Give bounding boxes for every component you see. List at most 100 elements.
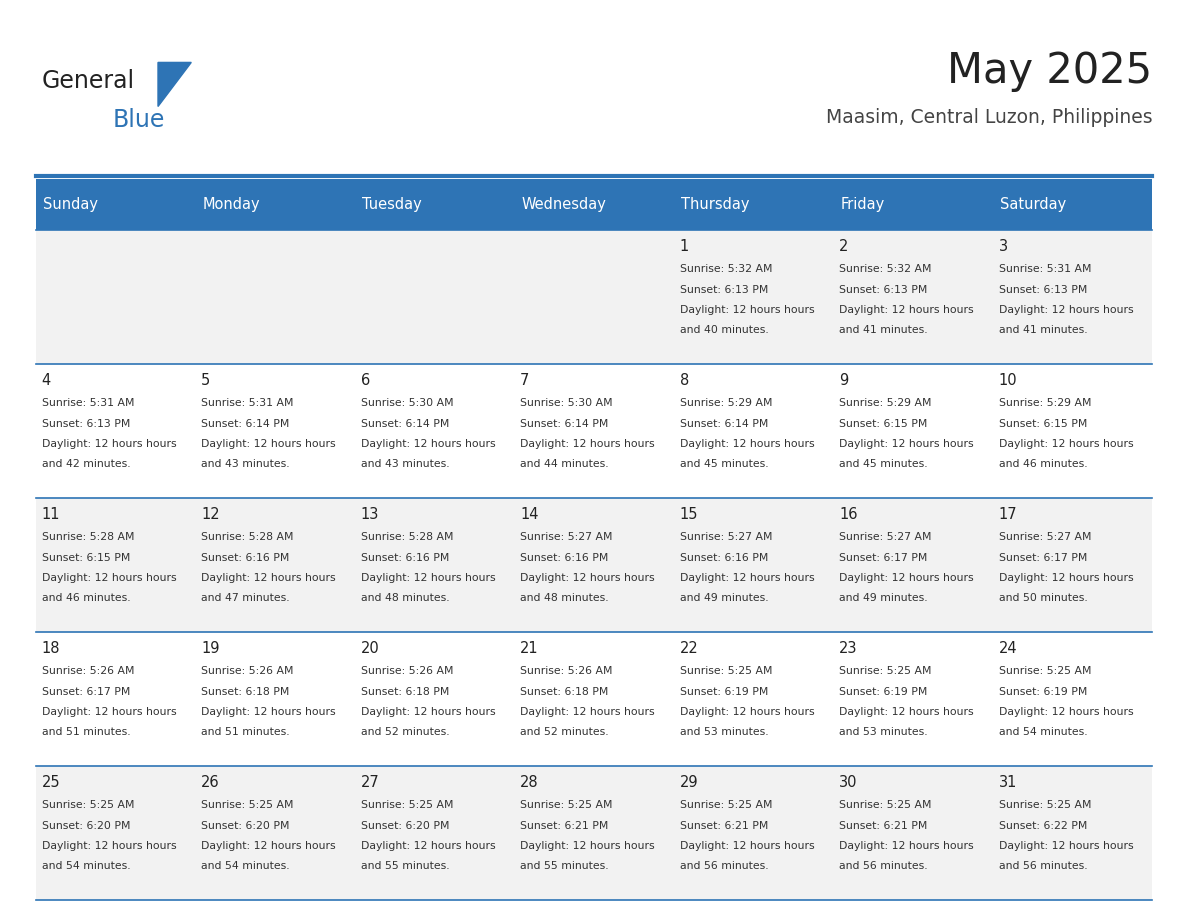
Text: and 40 minutes.: and 40 minutes. bbox=[680, 325, 769, 335]
Text: Sunrise: 5:32 AM: Sunrise: 5:32 AM bbox=[680, 264, 772, 274]
Text: Maasim, Central Luzon, Philippines: Maasim, Central Luzon, Philippines bbox=[826, 108, 1152, 128]
Text: Blue: Blue bbox=[113, 108, 165, 132]
Text: Sunrise: 5:29 AM: Sunrise: 5:29 AM bbox=[999, 398, 1092, 409]
Text: Sunset: 6:14 PM: Sunset: 6:14 PM bbox=[361, 419, 449, 429]
Text: 27: 27 bbox=[361, 775, 379, 789]
Text: Sunset: 6:16 PM: Sunset: 6:16 PM bbox=[520, 553, 608, 563]
Text: Sunset: 6:14 PM: Sunset: 6:14 PM bbox=[520, 419, 608, 429]
Text: Sunset: 6:21 PM: Sunset: 6:21 PM bbox=[680, 821, 769, 831]
Text: and 56 minutes.: and 56 minutes. bbox=[999, 861, 1087, 871]
Text: and 54 minutes.: and 54 minutes. bbox=[42, 861, 131, 871]
Text: Daylight: 12 hours hours: Daylight: 12 hours hours bbox=[201, 707, 336, 717]
Text: Sunset: 6:20 PM: Sunset: 6:20 PM bbox=[201, 821, 290, 831]
Text: and 56 minutes.: and 56 minutes. bbox=[839, 861, 928, 871]
Text: and 50 minutes.: and 50 minutes. bbox=[999, 593, 1087, 603]
Text: 13: 13 bbox=[361, 507, 379, 521]
Text: Sunset: 6:15 PM: Sunset: 6:15 PM bbox=[42, 553, 129, 563]
Text: Daylight: 12 hours hours: Daylight: 12 hours hours bbox=[839, 707, 974, 717]
Text: Sunset: 6:13 PM: Sunset: 6:13 PM bbox=[999, 285, 1087, 295]
Text: Friday: Friday bbox=[840, 196, 885, 212]
Bar bbox=[36, 632, 1152, 766]
Text: and 51 minutes.: and 51 minutes. bbox=[201, 727, 290, 737]
Text: Sunset: 6:13 PM: Sunset: 6:13 PM bbox=[42, 419, 129, 429]
Text: Sunrise: 5:26 AM: Sunrise: 5:26 AM bbox=[520, 666, 613, 677]
Text: Daylight: 12 hours hours: Daylight: 12 hours hours bbox=[999, 305, 1133, 315]
Text: Sunrise: 5:30 AM: Sunrise: 5:30 AM bbox=[361, 398, 454, 409]
Text: Sunset: 6:13 PM: Sunset: 6:13 PM bbox=[680, 285, 769, 295]
Text: Sunrise: 5:29 AM: Sunrise: 5:29 AM bbox=[839, 398, 931, 409]
Text: Sunset: 6:20 PM: Sunset: 6:20 PM bbox=[42, 821, 129, 831]
Text: Sunrise: 5:25 AM: Sunrise: 5:25 AM bbox=[680, 666, 772, 677]
Text: Saturday: Saturday bbox=[1000, 196, 1066, 212]
Text: Sunset: 6:18 PM: Sunset: 6:18 PM bbox=[201, 687, 290, 697]
Text: Sunrise: 5:25 AM: Sunrise: 5:25 AM bbox=[839, 666, 931, 677]
Text: and 55 minutes.: and 55 minutes. bbox=[520, 861, 608, 871]
Text: Sunset: 6:19 PM: Sunset: 6:19 PM bbox=[839, 687, 928, 697]
Text: 4: 4 bbox=[42, 373, 51, 387]
Text: and 43 minutes.: and 43 minutes. bbox=[361, 459, 449, 469]
Text: Sunrise: 5:25 AM: Sunrise: 5:25 AM bbox=[201, 800, 293, 811]
Text: and 49 minutes.: and 49 minutes. bbox=[839, 593, 928, 603]
Text: Sunrise: 5:25 AM: Sunrise: 5:25 AM bbox=[680, 800, 772, 811]
Text: Sunset: 6:22 PM: Sunset: 6:22 PM bbox=[999, 821, 1087, 831]
Text: 25: 25 bbox=[42, 775, 61, 789]
Text: Daylight: 12 hours hours: Daylight: 12 hours hours bbox=[201, 841, 336, 851]
Text: 24: 24 bbox=[999, 641, 1017, 655]
Bar bbox=[36, 364, 1152, 498]
Text: Sunrise: 5:25 AM: Sunrise: 5:25 AM bbox=[999, 800, 1092, 811]
Text: 21: 21 bbox=[520, 641, 539, 655]
Text: Daylight: 12 hours hours: Daylight: 12 hours hours bbox=[680, 573, 814, 583]
Text: Sunset: 6:21 PM: Sunset: 6:21 PM bbox=[520, 821, 608, 831]
Text: Sunrise: 5:25 AM: Sunrise: 5:25 AM bbox=[999, 666, 1092, 677]
Text: and 48 minutes.: and 48 minutes. bbox=[520, 593, 608, 603]
Text: and 45 minutes.: and 45 minutes. bbox=[680, 459, 769, 469]
Text: and 46 minutes.: and 46 minutes. bbox=[999, 459, 1087, 469]
Text: and 54 minutes.: and 54 minutes. bbox=[201, 861, 290, 871]
Text: 30: 30 bbox=[839, 775, 858, 789]
Text: General: General bbox=[42, 69, 134, 93]
Polygon shape bbox=[158, 62, 191, 106]
Text: Sunset: 6:15 PM: Sunset: 6:15 PM bbox=[839, 419, 928, 429]
Text: Daylight: 12 hours hours: Daylight: 12 hours hours bbox=[999, 439, 1133, 449]
Text: Sunset: 6:19 PM: Sunset: 6:19 PM bbox=[999, 687, 1087, 697]
Bar bbox=[36, 230, 1152, 364]
Text: Wednesday: Wednesday bbox=[522, 196, 606, 212]
Text: Daylight: 12 hours hours: Daylight: 12 hours hours bbox=[999, 707, 1133, 717]
Text: Daylight: 12 hours hours: Daylight: 12 hours hours bbox=[201, 573, 336, 583]
Text: 15: 15 bbox=[680, 507, 699, 521]
Text: 26: 26 bbox=[201, 775, 220, 789]
Text: and 47 minutes.: and 47 minutes. bbox=[201, 593, 290, 603]
Text: 28: 28 bbox=[520, 775, 539, 789]
Text: Sunrise: 5:30 AM: Sunrise: 5:30 AM bbox=[520, 398, 613, 409]
Text: Daylight: 12 hours hours: Daylight: 12 hours hours bbox=[42, 841, 176, 851]
Text: 14: 14 bbox=[520, 507, 538, 521]
Text: Daylight: 12 hours hours: Daylight: 12 hours hours bbox=[839, 439, 974, 449]
Text: and 45 minutes.: and 45 minutes. bbox=[839, 459, 928, 469]
Text: 22: 22 bbox=[680, 641, 699, 655]
Text: Monday: Monday bbox=[202, 196, 260, 212]
Text: Sunrise: 5:29 AM: Sunrise: 5:29 AM bbox=[680, 398, 772, 409]
Text: 10: 10 bbox=[999, 373, 1017, 387]
Bar bbox=[36, 766, 1152, 900]
Text: 7: 7 bbox=[520, 373, 530, 387]
Text: 5: 5 bbox=[201, 373, 210, 387]
Text: Daylight: 12 hours hours: Daylight: 12 hours hours bbox=[520, 439, 655, 449]
Text: Sunset: 6:13 PM: Sunset: 6:13 PM bbox=[839, 285, 928, 295]
Text: Sunset: 6:21 PM: Sunset: 6:21 PM bbox=[839, 821, 928, 831]
Text: Sunday: Sunday bbox=[43, 196, 97, 212]
Text: and 46 minutes.: and 46 minutes. bbox=[42, 593, 131, 603]
Text: Sunset: 6:14 PM: Sunset: 6:14 PM bbox=[201, 419, 290, 429]
Bar bbox=[36, 498, 1152, 632]
Text: Sunset: 6:16 PM: Sunset: 6:16 PM bbox=[201, 553, 290, 563]
Text: Daylight: 12 hours hours: Daylight: 12 hours hours bbox=[201, 439, 336, 449]
Text: Daylight: 12 hours hours: Daylight: 12 hours hours bbox=[361, 439, 495, 449]
Text: May 2025: May 2025 bbox=[947, 50, 1152, 93]
Text: Sunrise: 5:25 AM: Sunrise: 5:25 AM bbox=[839, 800, 931, 811]
Text: 31: 31 bbox=[999, 775, 1017, 789]
Text: and 54 minutes.: and 54 minutes. bbox=[999, 727, 1087, 737]
Text: Sunrise: 5:28 AM: Sunrise: 5:28 AM bbox=[201, 532, 293, 543]
Text: Sunset: 6:15 PM: Sunset: 6:15 PM bbox=[999, 419, 1087, 429]
Text: and 41 minutes.: and 41 minutes. bbox=[999, 325, 1087, 335]
Text: Sunset: 6:18 PM: Sunset: 6:18 PM bbox=[361, 687, 449, 697]
Text: 19: 19 bbox=[201, 641, 220, 655]
